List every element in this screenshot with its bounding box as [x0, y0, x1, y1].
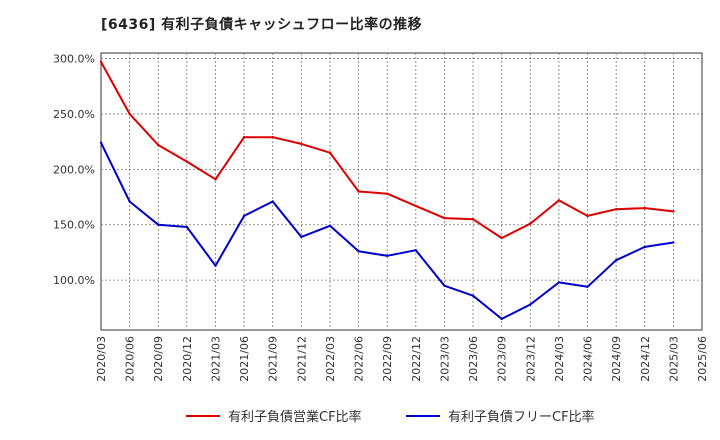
x-tick-label: 2022/09	[381, 336, 394, 382]
x-tick-label: 2022/03	[324, 336, 337, 382]
data-point	[614, 258, 618, 262]
y-axis-ticks: 300.0% 250.0% 200.0% 150.0% 100.0%	[53, 53, 95, 288]
data-point	[443, 216, 446, 220]
chart-title: [6436] 有利子負債キャッシュフロー比率の推移	[101, 17, 423, 33]
data-point	[157, 143, 160, 147]
x-tick-label: 2023/03	[438, 336, 451, 382]
x-tick-label: 2020/09	[152, 336, 165, 382]
data-point	[557, 281, 561, 284]
data-point	[385, 254, 389, 257]
data-point	[471, 294, 475, 297]
x-axis-ticks: 2020/03 2020/06 2020/09 2020/12 2021/03 2021/…	[95, 336, 709, 382]
data-point	[357, 190, 360, 193]
data-point	[185, 160, 189, 163]
data-point	[385, 192, 389, 195]
data-point	[185, 225, 189, 229]
x-tick-label: 2021/03	[209, 336, 222, 382]
data-point	[214, 264, 217, 267]
data-point	[414, 249, 418, 252]
data-point	[586, 214, 589, 218]
x-tick-label: 2023/09	[496, 336, 509, 382]
data-point	[242, 214, 246, 218]
data-point	[471, 218, 475, 221]
y-tick-label: 150.0%	[53, 219, 95, 232]
x-tick-label: 2020/03	[95, 336, 108, 382]
data-point	[614, 208, 618, 211]
x-tick-label: 2024/06	[582, 336, 595, 382]
data-point	[271, 200, 274, 203]
data-point	[128, 200, 131, 203]
x-tick-label: 2023/06	[467, 336, 480, 382]
data-point	[157, 223, 160, 226]
x-tick-label: 2024/03	[553, 336, 566, 382]
legend-label: 有利子負債営業CF比率	[228, 409, 362, 425]
y-tick-label: 200.0%	[53, 163, 95, 176]
data-point	[99, 141, 103, 144]
data-point	[300, 142, 303, 146]
data-point	[328, 224, 332, 228]
data-point	[99, 60, 103, 64]
data-point	[357, 250, 360, 253]
data-point	[443, 284, 446, 287]
data-point	[214, 178, 217, 181]
series-lines	[99, 60, 675, 321]
data-point	[500, 236, 503, 240]
x-tick-label: 2024/12	[639, 336, 652, 382]
x-tick-label: 2022/06	[353, 336, 366, 382]
data-point	[672, 210, 675, 213]
x-tick-label: 2022/12	[410, 336, 423, 382]
data-point	[328, 151, 332, 154]
data-point	[414, 204, 418, 208]
data-point	[672, 241, 675, 244]
data-point	[242, 136, 246, 139]
y-tick-label: 300.0%	[53, 53, 95, 66]
y-tick-label: 100.0%	[53, 274, 95, 287]
x-tick-label: 2020/12	[181, 336, 194, 382]
x-tick-label: 2021/12	[295, 336, 308, 382]
data-point	[557, 199, 561, 202]
data-point	[300, 235, 303, 239]
x-tick-label: 2020/06	[124, 336, 137, 382]
y-tick-label: 250.0%	[53, 108, 95, 121]
x-tick-label: 2023/12	[524, 336, 537, 382]
legend: 有利子負債営業CF比率 有利子負債フリーCF比率	[186, 409, 595, 425]
data-point	[529, 303, 532, 306]
plot-area	[100, 52, 703, 331]
x-tick-label: 2024/09	[610, 336, 623, 382]
x-tick-label: 2025/06	[696, 336, 709, 382]
data-point	[643, 206, 646, 210]
x-tick-label: 2021/06	[238, 336, 251, 382]
grid-lines	[101, 53, 702, 330]
data-point	[271, 136, 274, 139]
data-point	[643, 245, 646, 249]
data-point	[529, 222, 532, 225]
data-point	[586, 285, 589, 288]
x-tick-label: 2025/03	[667, 336, 680, 382]
data-point	[500, 317, 503, 321]
x-tick-label: 2021/09	[267, 336, 280, 382]
legend-label: 有利子負債フリーCF比率	[448, 409, 595, 425]
data-point	[128, 112, 131, 116]
